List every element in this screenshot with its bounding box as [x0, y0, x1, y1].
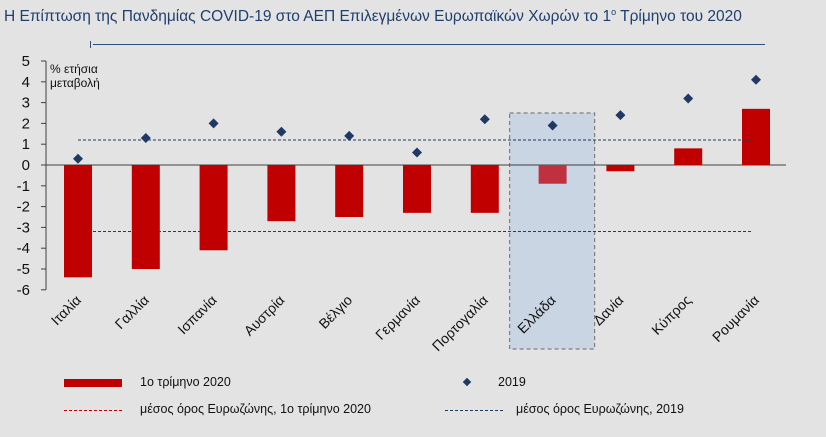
- y-tick-label: 1: [22, 136, 30, 153]
- marker-2019-3: [276, 126, 287, 137]
- legend-label-ez-2019: μέσος όρος Ευρωζώνης, 2019: [516, 402, 684, 416]
- legend-label-bars: 1ο τρίμηνο 2020: [140, 375, 231, 389]
- y-tick-label: 2: [22, 115, 30, 132]
- chart-title-text-2: Τρίμηνο του 2020: [616, 8, 742, 26]
- legend-swatch-bars: [64, 379, 122, 387]
- marker-2019-5: [412, 147, 422, 158]
- bar-0: [64, 165, 92, 278]
- legend-swatch-ez-2019: [445, 410, 503, 411]
- bar-9: [674, 148, 703, 165]
- x-category-label-6: Πορτογαλία: [429, 292, 491, 354]
- x-category-label-10: Ρουμανία: [709, 292, 762, 345]
- y-tick-label: 5: [22, 53, 30, 70]
- y-tick-label: -5: [17, 261, 30, 278]
- title-divider: [90, 41, 765, 48]
- marker-2019-8: [615, 110, 626, 121]
- x-category-label-3: Αυστρία: [241, 292, 288, 339]
- y-axis-label: μεταβολή: [50, 76, 100, 90]
- marker-2019-6: [479, 114, 490, 125]
- bar-7: [538, 165, 567, 184]
- x-category-label-4: Βέλγιο: [315, 292, 355, 332]
- y-tick-label: -1: [17, 178, 30, 195]
- y-tick-label: -2: [17, 199, 30, 216]
- x-category-label-2: Ισπανία: [174, 292, 219, 337]
- y-tick-label: -4: [17, 240, 30, 257]
- x-category-label-8: Δανία: [590, 292, 627, 329]
- marker-2019-0: [73, 153, 83, 164]
- bar-6: [470, 165, 499, 213]
- y-axis-label: % ετήσια: [50, 62, 98, 76]
- marker-2019-7: [547, 120, 558, 131]
- chart-title: Η Επίπτωση της Πανδημίας COVID-19 στο ΑΕ…: [4, 4, 794, 25]
- bar-10: [742, 108, 770, 165]
- marker-2019-2: [208, 118, 219, 129]
- y-tick-label: 3: [22, 95, 30, 112]
- marker-2019-9: [683, 93, 694, 104]
- bar-3: [267, 165, 296, 222]
- bar-5: [403, 165, 431, 213]
- bar-4: [335, 165, 364, 217]
- chart-title-superscript: ο: [611, 7, 617, 17]
- y-tick-label: -6: [17, 282, 30, 299]
- x-category-label-9: Κύπρος: [648, 292, 694, 338]
- chart-title-text-1: Η Επίπτωση της Πανδημίας COVID-19 στο ΑΕ…: [4, 8, 612, 26]
- bar-2: [199, 165, 228, 251]
- marker-2019-1: [140, 132, 151, 143]
- bar-1: [131, 165, 160, 269]
- legend-swatch-ez-q1: [64, 410, 122, 411]
- x-category-label-0: Ιταλία: [48, 292, 84, 328]
- marker-2019-4: [344, 130, 355, 141]
- y-tick-label: 4: [22, 74, 30, 91]
- marker-2019-10: [751, 74, 761, 85]
- highlight-box-7: [509, 112, 596, 350]
- x-category-label-1: Γαλλία: [112, 292, 152, 332]
- bar-8: [606, 165, 635, 172]
- x-category-label-5: Γερμανία: [372, 292, 423, 343]
- legend-label-2019: 2019: [498, 375, 526, 389]
- legend-label-ez-q1: μέσος όρος Ευρωζώνης, 1ο τρίμηνο 2020: [140, 402, 371, 416]
- y-tick-label: -3: [17, 219, 30, 236]
- y-tick-label: 0: [22, 157, 30, 174]
